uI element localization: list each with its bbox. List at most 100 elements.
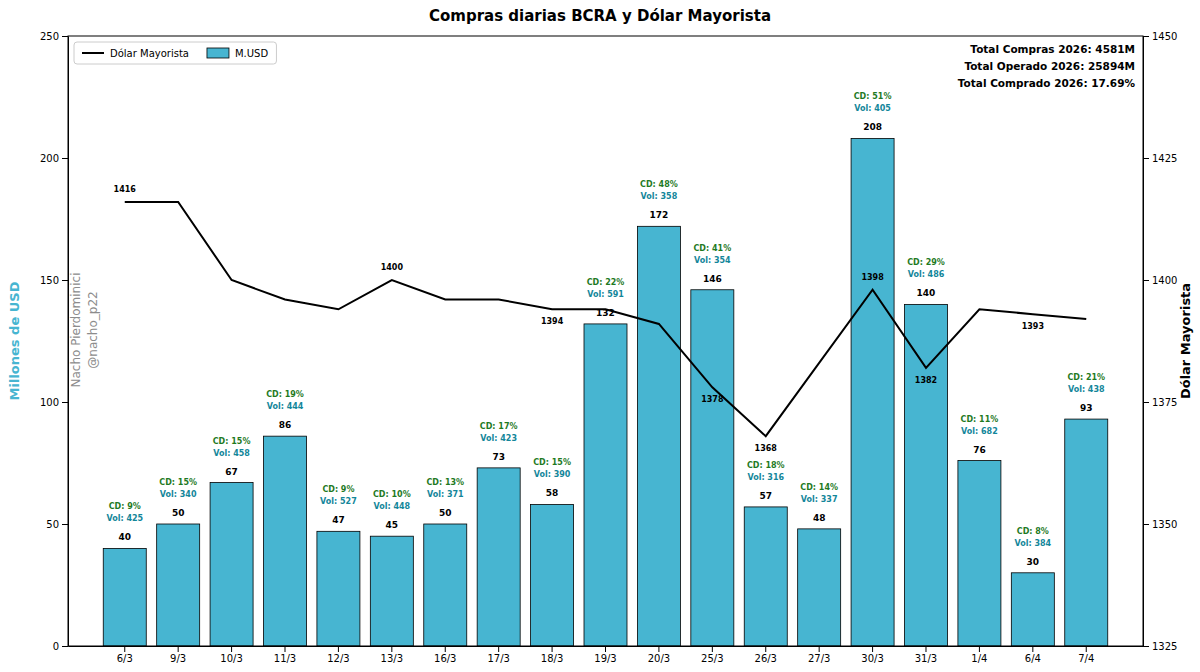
tick-label: 1450 (1152, 31, 1177, 42)
tick-mark (62, 646, 68, 647)
bar (584, 324, 627, 646)
cd-label: CD: 15% (159, 478, 197, 487)
bar-value-label: 57 (759, 491, 772, 501)
cd-label: CD: 22% (587, 278, 625, 287)
tick: 20/3 (648, 646, 670, 664)
bar (157, 524, 200, 646)
line-value-label: 1398 (861, 273, 884, 282)
tick-mark (62, 36, 68, 37)
bar-value-label: 47 (332, 515, 345, 525)
line-value-label: 1400 (381, 263, 404, 272)
bar-value-label: 30 (1027, 557, 1040, 567)
tick-label: 7/4 (1078, 653, 1094, 664)
tick: 31/3 (915, 646, 937, 664)
tick-label: 26/3 (755, 653, 777, 664)
bar (477, 468, 520, 646)
y-axis-title: Millones de USD (7, 281, 22, 400)
vol-label: Vol: 371 (427, 490, 464, 499)
line-value-label: 1368 (755, 444, 778, 453)
plot-frame (68, 36, 1143, 646)
tick-mark (178, 646, 179, 652)
tick: 10/3 (220, 646, 242, 664)
tick-label: 31/3 (915, 653, 937, 664)
tick: 1325 (1143, 641, 1177, 652)
bar-value-label: 132 (596, 308, 615, 318)
vol-label: Vol: 316 (747, 473, 784, 482)
bar (798, 529, 841, 646)
tick: 30/3 (861, 646, 883, 664)
vol-label: Vol: 384 (1014, 539, 1051, 548)
tick: 25/3 (701, 646, 723, 664)
tick: 27/3 (808, 646, 830, 664)
tick-mark (391, 646, 392, 652)
bar (904, 304, 947, 646)
vol-label: Vol: 591 (587, 290, 624, 299)
vol-label: Vol: 486 (908, 270, 945, 279)
cd-label: CD: 9% (109, 502, 141, 511)
tick-label: 27/3 (808, 653, 830, 664)
bar (637, 226, 680, 646)
cd-label: CD: 11% (961, 415, 999, 424)
tick-label: 1400 (1152, 275, 1177, 286)
vol-label: Vol: 438 (1068, 385, 1105, 394)
tick: 11/3 (274, 646, 296, 664)
bar-value-label: 67 (225, 467, 238, 477)
tick-label: 12/3 (327, 653, 349, 664)
plot-marks (103, 138, 1107, 646)
tick-label: 1/4 (971, 653, 987, 664)
tick-label: 9/3 (170, 653, 186, 664)
cd-label: CD: 8% (1017, 527, 1049, 536)
tick-mark (124, 646, 125, 652)
tick-mark (62, 280, 68, 281)
tick-label: 6/3 (117, 653, 133, 664)
tick: 1450 (1143, 31, 1177, 42)
tick: 17/3 (487, 646, 509, 664)
tick-label: 20/3 (648, 653, 670, 664)
tick-mark (979, 646, 980, 652)
tick: 1375 (1143, 397, 1177, 408)
line-value-label: 1378 (701, 395, 724, 404)
bar (958, 461, 1001, 646)
vol-label: Vol: 425 (106, 514, 143, 523)
bar (691, 290, 734, 646)
bar (264, 436, 307, 646)
tick: 0 (53, 641, 68, 652)
bar-value-label: 172 (650, 210, 669, 220)
tick: 200 (40, 153, 68, 164)
line-value-label: 1382 (915, 376, 937, 385)
bar-value-label: 40 (118, 532, 131, 542)
legend-box (74, 42, 276, 64)
bar-value-label: 93 (1080, 403, 1093, 413)
vol-label: Vol: 354 (694, 256, 731, 265)
vol-label: Vol: 448 (373, 502, 410, 511)
tick-mark (1143, 646, 1149, 647)
tick-label: 19/3 (594, 653, 616, 664)
bar-value-label: 48 (813, 513, 826, 523)
tick-mark (605, 646, 606, 652)
cd-label: CD: 41% (694, 244, 732, 253)
bar (1065, 419, 1108, 646)
tick-mark (231, 646, 232, 652)
bar (1011, 573, 1054, 646)
cd-label: CD: 10% (373, 490, 411, 499)
tick: 6/3 (117, 646, 133, 664)
tick-mark (445, 646, 446, 652)
cd-label: CD: 19% (266, 390, 304, 399)
legend-label: Dólar Mayorista (110, 48, 189, 59)
vol-label: Vol: 444 (267, 402, 304, 411)
bar (744, 507, 787, 646)
bar (424, 524, 467, 646)
cd-label: CD: 17% (480, 422, 518, 431)
line (125, 202, 1086, 436)
tick-mark (819, 646, 820, 652)
tick-label: 1350 (1152, 519, 1177, 530)
tick: 150 (40, 275, 68, 286)
tick-label: 16/3 (434, 653, 456, 664)
tick-label: 50 (46, 519, 59, 530)
tick-label: 30/3 (861, 653, 883, 664)
title: Compras diarias BCRA y Dólar Mayorista (429, 7, 771, 25)
tick: 50 (46, 519, 68, 530)
tick-label: 0 (53, 641, 59, 652)
bar-value-label: 50 (439, 508, 452, 518)
cd-label: CD: 13% (426, 478, 464, 487)
